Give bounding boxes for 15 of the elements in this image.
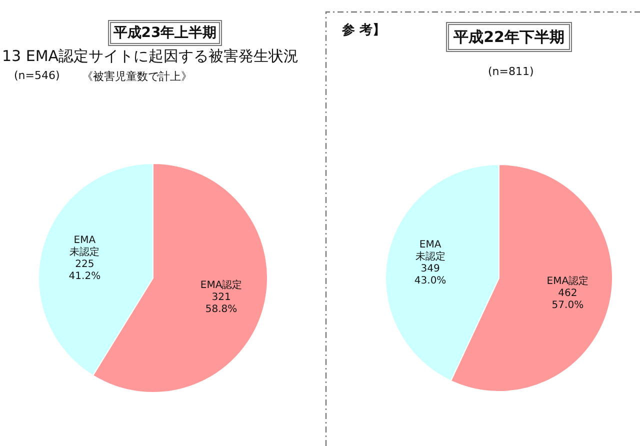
slice-label: EMA未認定: [415, 239, 446, 262]
data-label: 225 41.2%: [68, 259, 101, 282]
chart-title: 平成22年下半期: [446, 22, 572, 52]
data-label: 462 57.0%: [552, 288, 584, 311]
chart-title: 平成23年上半期: [108, 20, 222, 46]
text: 参 考】: [342, 22, 386, 39]
slice-label: EMA未認定: [70, 235, 100, 258]
text: 《被害児童数で計上》: [82, 69, 192, 84]
data-label: 349 43.0%: [414, 263, 446, 286]
chart-subtitle: 13 EMA認定サイトに起因する被害発生状況: [2, 47, 299, 65]
data-label: 321 58.8%: [205, 292, 238, 315]
text: (n=546): [14, 69, 60, 82]
slice-label: EMA認定: [546, 274, 589, 287]
text: (n=811): [488, 65, 534, 78]
slice-label: EMA認定: [200, 278, 242, 291]
